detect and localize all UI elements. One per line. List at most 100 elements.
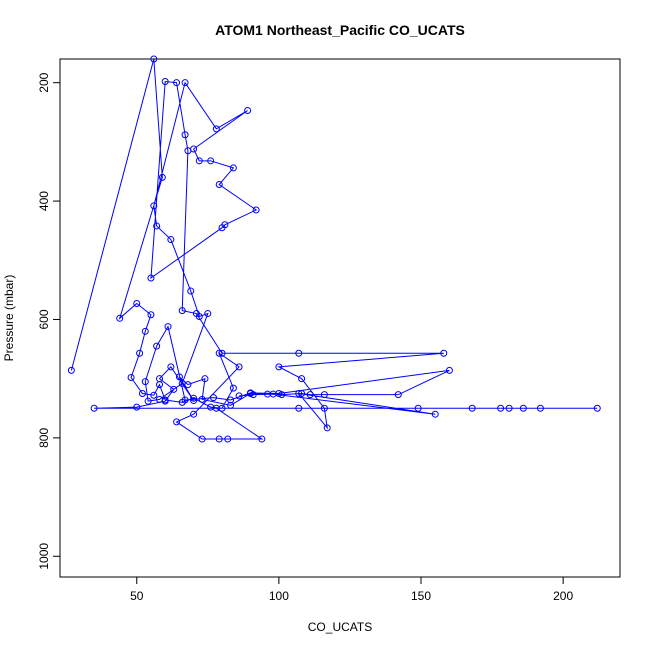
y-tick-label: 600: [37, 309, 51, 329]
y-tick-label: 400: [37, 191, 51, 211]
data-point: [190, 394, 198, 402]
data-point: [195, 157, 203, 165]
data-point: [497, 404, 505, 412]
chart-title: ATOM1 Northeast_Pacific CO_UCATS: [215, 22, 465, 38]
data-point: [161, 78, 169, 85]
data-point: [394, 391, 402, 399]
series-line: [70, 58, 598, 440]
data-point: [227, 396, 235, 404]
data-point: [158, 173, 166, 181]
data-point: [133, 403, 141, 411]
data-point: [249, 391, 257, 399]
y-tick-label: 1000: [37, 543, 51, 570]
data-point: [153, 342, 161, 350]
data-point: [144, 397, 152, 405]
data-point: [138, 389, 146, 397]
data-point: [295, 404, 303, 412]
data-point: [198, 395, 206, 403]
data-point: [90, 404, 98, 412]
data-point: [505, 404, 513, 412]
data-point: [167, 363, 175, 371]
data-point: [198, 435, 206, 443]
data-point: [187, 287, 195, 295]
data-point: [218, 349, 226, 357]
data-point: [519, 404, 527, 412]
data-point: [269, 390, 277, 398]
data-point: [215, 349, 223, 357]
data-point: [244, 107, 252, 114]
data-point: [181, 131, 189, 139]
data-point: [431, 410, 439, 418]
data-point: [536, 404, 544, 412]
data-point: [235, 392, 243, 400]
x-tick-label: 50: [130, 589, 144, 603]
data-point: [227, 401, 235, 409]
x-tick-label: 100: [269, 589, 289, 603]
data-point: [414, 404, 422, 412]
data-point: [295, 349, 303, 357]
x-axis-label: CO_UCATS: [308, 620, 372, 634]
data-point: [258, 435, 266, 443]
data-point: [173, 418, 181, 426]
data-point: [127, 374, 135, 381]
data-point: [306, 391, 314, 399]
y-tick-label: 200: [37, 72, 51, 92]
data-point: [150, 391, 158, 399]
data-point: [164, 323, 172, 331]
data-point: [181, 79, 189, 87]
data-point: [210, 394, 217, 402]
data-point: [215, 435, 223, 443]
data-point: [175, 373, 183, 381]
data-point: [67, 366, 75, 374]
data-point: [204, 310, 212, 318]
plot-box: [59, 58, 621, 578]
data-point: [252, 206, 260, 214]
data-point: [153, 222, 161, 230]
x-tick-label: 150: [411, 589, 431, 603]
data-point: [323, 424, 331, 432]
data-point: [218, 224, 226, 232]
data-point: [147, 274, 155, 282]
data-point: [224, 435, 232, 443]
data-point: [133, 300, 141, 307]
series-points: [67, 55, 601, 443]
data-point: [150, 55, 158, 63]
series-lines: [70, 58, 598, 440]
data-point: [201, 375, 209, 383]
data-point: [178, 379, 186, 387]
data-point: [215, 181, 223, 188]
data-point: [190, 397, 198, 405]
data-point: [298, 375, 306, 383]
data-point: [212, 125, 220, 133]
x-axis: 50 100 150 200: [130, 577, 573, 603]
data-point: [295, 389, 303, 397]
data-point: [184, 147, 192, 155]
y-axis: 200 400 600 800 1000: [37, 72, 60, 570]
data-point: [155, 375, 163, 383]
data-point: [141, 378, 149, 386]
data-point: [150, 202, 158, 210]
data-point: [320, 404, 328, 412]
data-point: [155, 395, 163, 403]
data-point: [178, 307, 186, 315]
data-point: [445, 366, 453, 374]
data-point: [136, 349, 144, 357]
data-point: [147, 311, 155, 319]
data-point: [275, 363, 283, 371]
data-point: [298, 389, 306, 397]
data-point: [468, 404, 476, 412]
data-point: [141, 327, 149, 335]
data-point: [192, 310, 200, 318]
data-point: [320, 391, 328, 399]
data-point: [229, 384, 237, 392]
data-point: [207, 157, 215, 165]
data-point: [593, 404, 601, 412]
data-point: [181, 396, 189, 404]
data-point: [190, 410, 198, 418]
data-point: [212, 404, 220, 412]
x-tick-label: 200: [553, 589, 573, 603]
data-point: [116, 314, 124, 322]
data-point: [170, 385, 178, 393]
data-point: [167, 236, 175, 244]
